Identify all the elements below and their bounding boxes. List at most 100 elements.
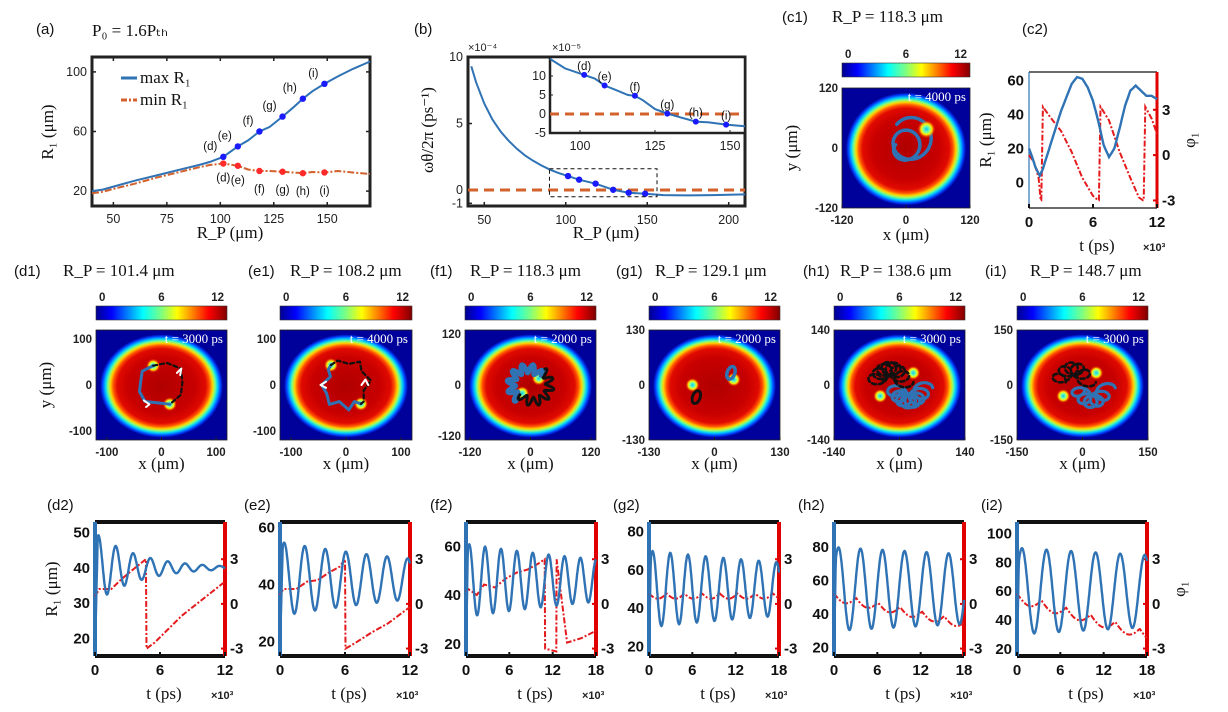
marker-min xyxy=(220,160,227,167)
x-tick-label: 12 xyxy=(217,662,234,679)
x-tick-label: 125 xyxy=(263,212,284,226)
colorbar xyxy=(648,305,781,321)
panel-label-b: (b) xyxy=(414,21,432,38)
y-tick-label: 100 xyxy=(73,334,92,346)
panel-label-i1: (i1) xyxy=(985,263,1007,280)
colorbar-tick-label: 12 xyxy=(211,292,224,304)
trajectory-vortex-1 xyxy=(886,381,935,410)
x-tick-label: 200 xyxy=(718,213,739,227)
x-tick-label: 0 xyxy=(1013,662,1021,679)
marker-point xyxy=(592,180,599,187)
x-tick-label: -120 xyxy=(830,215,853,227)
marker-max xyxy=(321,80,328,88)
marker-label-max: (g) xyxy=(262,101,276,113)
y-tick-label: 130 xyxy=(626,325,645,337)
left-tick-label: 20 xyxy=(444,636,461,653)
y-tick-label: 120 xyxy=(819,83,838,95)
marker-max xyxy=(299,95,307,102)
colorbar xyxy=(841,62,971,78)
left-tick-label: 20 xyxy=(995,641,1012,658)
panel-label-h1: (h1) xyxy=(803,263,830,280)
series-r1 xyxy=(1027,75,1158,179)
y-axis-label: y (μm) xyxy=(782,125,801,171)
right-tick-label: 3 xyxy=(1152,551,1160,568)
x-axis-label: x (μm) xyxy=(138,454,184,473)
marker-min xyxy=(234,162,242,169)
x-tick-label: 18 xyxy=(956,662,973,679)
inset-marker xyxy=(631,92,638,99)
panel-title-f1: R_P = 118.3 μm xyxy=(470,261,581,280)
inset-series xyxy=(549,58,746,128)
inset-marker xyxy=(692,118,699,125)
x-axis-label: R_P (μm) xyxy=(573,223,640,242)
x-tick-label: 100 xyxy=(210,212,231,226)
colorbar xyxy=(833,305,966,321)
trajectory-vortex-2 xyxy=(516,367,556,407)
series-phase xyxy=(279,556,411,651)
right-axis-label: φ₁ xyxy=(1180,132,1199,148)
x-tick-label: 0 xyxy=(1079,447,1085,459)
colorbar-tick-label: 0 xyxy=(837,292,843,304)
colorbar-tick-label: 6 xyxy=(903,49,909,61)
x-tick-label: 18 xyxy=(588,662,605,679)
series-phase xyxy=(833,592,965,627)
left-tick-label: 20 xyxy=(1007,141,1024,158)
legend-label-max: max R₁ xyxy=(140,68,191,87)
x-tick-label: 0 xyxy=(158,447,164,459)
x-multiplier: ×10³ xyxy=(582,690,605,702)
x-tick-label: 12 xyxy=(912,662,929,679)
plot-area xyxy=(1029,72,1157,208)
vortex-core xyxy=(726,372,741,387)
inset-marker-label: (g) xyxy=(660,100,674,112)
marker-min xyxy=(279,168,286,175)
y-tick-label: -100 xyxy=(253,426,276,438)
panel-label-i2: (i2) xyxy=(981,497,1003,514)
series-r1 xyxy=(832,546,966,645)
inset-y-tick-label: 0 xyxy=(539,107,546,121)
inset-x-tick-label: 100 xyxy=(570,139,591,153)
marker-label-min: (g) xyxy=(276,185,290,197)
plot-area xyxy=(1017,522,1147,656)
x-tick-label: 6 xyxy=(873,662,881,679)
x-multiplier: ×10³ xyxy=(765,690,788,702)
x-axis-label: t (ps) xyxy=(1068,684,1103,703)
y-tick-label: 140 xyxy=(811,325,830,337)
right-tick-label: 0 xyxy=(784,596,792,613)
series-r1 xyxy=(1015,546,1149,646)
x-tick-label: 0 xyxy=(645,662,653,679)
marker-max xyxy=(234,143,242,150)
colorbar xyxy=(279,305,413,321)
x-tick-label: -150 xyxy=(1005,447,1028,459)
panel-h1: (h1) R_P = 138.6 μm 0 6 12 t = 3000 ps -140-14… xyxy=(803,261,975,473)
panel-label-e1: (e1) xyxy=(248,263,275,280)
trajectory-vortex-2 xyxy=(867,360,915,389)
panel-title-c1: R_P = 118.3 μm xyxy=(832,7,943,26)
time-label: t = 2000 ps xyxy=(718,331,776,346)
panel-title-e1: R_P = 108.2 μm xyxy=(290,261,402,280)
marker-label-max: (h) xyxy=(283,83,297,95)
marker-min xyxy=(321,169,328,176)
colorbar-tick-label: 12 xyxy=(954,49,967,61)
left-tick-label: 60 xyxy=(444,538,461,555)
panel-label-g1: (g1) xyxy=(616,263,643,280)
trajectory-vortex-1 xyxy=(724,364,738,381)
marker-point xyxy=(564,172,572,180)
inset-marker-label: (f) xyxy=(629,82,640,94)
vortex-core xyxy=(873,389,888,404)
series-max-r1 xyxy=(91,60,371,193)
y-tick-label: 20 xyxy=(73,184,87,198)
x-axis-label: t (ps) xyxy=(1079,236,1114,255)
colorbar-tick-label: 0 xyxy=(99,292,105,304)
x-axis-label: x (μm) xyxy=(1059,454,1105,473)
y-tick-label: -130 xyxy=(622,435,645,447)
marker-point xyxy=(609,186,617,193)
heatmap-disk xyxy=(652,334,777,438)
x-tick-label: 0 xyxy=(830,662,838,679)
x-axis-label: t (ps) xyxy=(885,684,920,703)
time-label: t = 3000 ps xyxy=(1086,331,1144,346)
vortex-core xyxy=(1056,389,1071,404)
marker-point xyxy=(575,176,583,183)
left-tick-label: 40 xyxy=(1007,107,1024,124)
x-tick-label: 12 xyxy=(544,662,561,679)
